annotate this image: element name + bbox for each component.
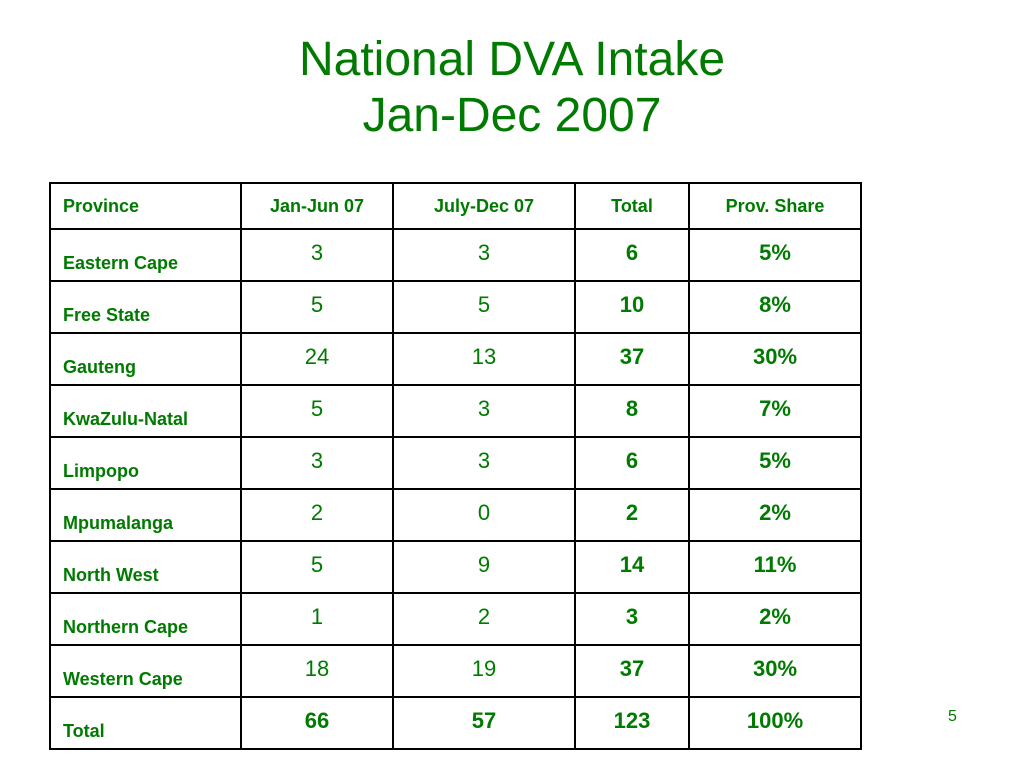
cell-total: 6 <box>574 436 690 490</box>
cell-jan-jun: 3 <box>240 228 394 282</box>
table-total-row: Total 66 57 123 100% <box>49 696 862 750</box>
cell-province: KwaZulu-Natal <box>49 384 242 438</box>
cell-jan-jun: 5 <box>240 384 394 438</box>
table-row: Gauteng 24 13 37 30% <box>49 332 862 386</box>
cell-province: Mpumalanga <box>49 488 242 542</box>
table-row: Mpumalanga 2 0 2 2% <box>49 488 862 542</box>
cell-jul-dec: 3 <box>392 436 576 490</box>
cell-prov-share: 7% <box>688 384 862 438</box>
table-row: Eastern Cape 3 3 6 5% <box>49 228 862 282</box>
cell-province: North West <box>49 540 242 594</box>
table-row: Free State 5 5 10 8% <box>49 280 862 334</box>
cell-prov-share: 2% <box>688 488 862 542</box>
cell-jan-jun: 66 <box>240 696 394 750</box>
header-prov-share: Prov. Share <box>688 182 862 230</box>
cell-jul-dec: 9 <box>392 540 576 594</box>
table-row: Northern Cape 1 2 3 2% <box>49 592 862 646</box>
cell-jul-dec: 0 <box>392 488 576 542</box>
cell-total: 14 <box>574 540 690 594</box>
cell-total: 10 <box>574 280 690 334</box>
slide-title: National DVA Intake Jan-Dec 2007 <box>0 32 1024 144</box>
title-line-2: Jan-Dec 2007 <box>362 89 662 142</box>
cell-province: Gauteng <box>49 332 242 386</box>
cell-total: 37 <box>574 644 690 698</box>
cell-jan-jun: 18 <box>240 644 394 698</box>
table-row: KwaZulu-Natal 5 3 8 7% <box>49 384 862 438</box>
cell-total: 8 <box>574 384 690 438</box>
cell-total: 2 <box>574 488 690 542</box>
cell-prov-share: 5% <box>688 436 862 490</box>
cell-jul-dec: 3 <box>392 228 576 282</box>
cell-jul-dec: 13 <box>392 332 576 386</box>
cell-jul-dec: 57 <box>392 696 576 750</box>
cell-province: Limpopo <box>49 436 242 490</box>
page-number: 5 <box>948 708 957 725</box>
cell-total: 6 <box>574 228 690 282</box>
cell-jan-jun: 3 <box>240 436 394 490</box>
cell-province: Eastern Cape <box>49 228 242 282</box>
cell-province: Northern Cape <box>49 592 242 646</box>
cell-province: Western Cape <box>49 644 242 698</box>
cell-jan-jun: 1 <box>240 592 394 646</box>
header-total: Total <box>574 182 690 230</box>
cell-total: 3 <box>574 592 690 646</box>
header-jul-dec: July-Dec 07 <box>392 182 576 230</box>
header-jan-jun: Jan-Jun 07 <box>240 182 394 230</box>
table-row: North West 5 9 14 11% <box>49 540 862 594</box>
table-row: Limpopo 3 3 6 5% <box>49 436 862 490</box>
table-body: Province Jan-Jun 07 July-Dec 07 Total Pr… <box>49 182 862 750</box>
cell-prov-share: 5% <box>688 228 862 282</box>
cell-total: 37 <box>574 332 690 386</box>
table-header-row: Province Jan-Jun 07 July-Dec 07 Total Pr… <box>49 182 862 230</box>
cell-jul-dec: 5 <box>392 280 576 334</box>
title-line-1: National DVA Intake <box>298 33 726 86</box>
cell-jul-dec: 2 <box>392 592 576 646</box>
cell-jan-jun: 24 <box>240 332 394 386</box>
cell-jul-dec: 3 <box>392 384 576 438</box>
cell-prov-share: 8% <box>688 280 862 334</box>
cell-jan-jun: 5 <box>240 280 394 334</box>
cell-province: Free State <box>49 280 242 334</box>
cell-total: 123 <box>574 696 690 750</box>
cell-prov-share: 100% <box>688 696 862 750</box>
cell-prov-share: 2% <box>688 592 862 646</box>
cell-prov-share: 11% <box>688 540 862 594</box>
cell-prov-share: 30% <box>688 332 862 386</box>
intake-table: Province Jan-Jun 07 July-Dec 07 Total Pr… <box>49 182 862 750</box>
cell-prov-share: 30% <box>688 644 862 698</box>
cell-province: Total <box>49 696 242 750</box>
cell-jan-jun: 2 <box>240 488 394 542</box>
cell-jan-jun: 5 <box>240 540 394 594</box>
header-province: Province <box>49 182 242 230</box>
table-row: Western Cape 18 19 37 30% <box>49 644 862 698</box>
cell-jul-dec: 19 <box>392 644 576 698</box>
